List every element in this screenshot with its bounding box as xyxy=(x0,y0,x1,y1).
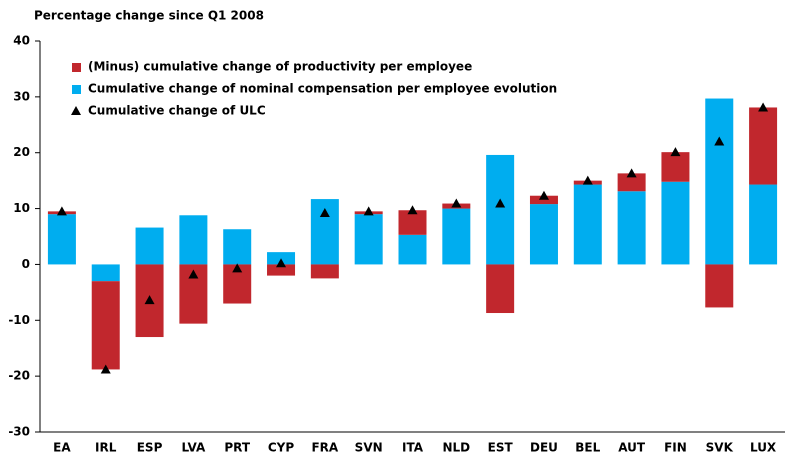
x-tick-label: LVA xyxy=(181,441,205,455)
x-tick-label: FIN xyxy=(664,441,687,455)
bar-segment xyxy=(617,173,646,192)
bar-segment xyxy=(529,195,558,205)
x-tick-label: LUX xyxy=(750,441,777,455)
y-tick-label: 20 xyxy=(13,145,30,159)
bar-segment xyxy=(310,264,339,279)
triangle-marker xyxy=(319,208,330,218)
triangle-marker xyxy=(714,136,725,146)
bar-segment xyxy=(661,181,690,265)
legend-marker xyxy=(71,106,81,115)
bar-segment xyxy=(573,184,602,265)
bar-segment xyxy=(486,154,515,265)
x-tick-label: BEL xyxy=(575,441,600,455)
triangle-marker xyxy=(582,175,593,185)
x-tick-label: ITA xyxy=(402,441,424,455)
triangle-marker xyxy=(451,198,462,208)
y-tick-label: 10 xyxy=(13,201,30,215)
bar-segment xyxy=(617,191,646,265)
bar-segment xyxy=(267,252,296,265)
bar-segment xyxy=(267,264,296,276)
triangle-marker xyxy=(407,205,418,215)
triangle-marker xyxy=(100,364,111,374)
bar-segment xyxy=(705,264,734,308)
x-tick-label: NLD xyxy=(442,441,470,455)
x-tick-label: IRL xyxy=(95,441,117,455)
x-tick-label: FRA xyxy=(311,441,338,455)
triangle-marker xyxy=(538,190,549,200)
x-tick-label: CYP xyxy=(268,441,294,455)
bar-segment xyxy=(749,107,778,185)
bar-segment xyxy=(47,214,76,265)
legend-label: Cumulative change of nominal compensatio… xyxy=(88,82,557,96)
bar-segment xyxy=(661,152,690,182)
bar-segment xyxy=(529,204,558,265)
x-tick-label: SVK xyxy=(706,441,734,455)
triangle-marker xyxy=(495,198,506,208)
bar-segment xyxy=(749,184,778,265)
x-tick-label: PRT xyxy=(224,441,250,455)
y-axis-title: Percentage change since Q1 2008 xyxy=(34,9,264,23)
x-tick-label: AUT xyxy=(618,441,646,455)
bar-segment xyxy=(398,210,427,235)
triangle-marker xyxy=(363,206,374,216)
bar-segment xyxy=(442,208,471,265)
triangle-marker xyxy=(56,206,67,216)
legend-label: Cumulative change of ULC xyxy=(88,104,266,118)
triangle-marker xyxy=(276,258,287,268)
x-tick-label: EST xyxy=(488,441,514,455)
bar-segment xyxy=(91,281,120,370)
y-tick-label: -20 xyxy=(8,369,30,383)
legend-label: (Minus) cumulative change of productivit… xyxy=(88,60,472,74)
bar-segment xyxy=(398,234,427,265)
bar-segment xyxy=(91,264,120,282)
bar-segment xyxy=(354,214,383,265)
legend-swatch xyxy=(72,85,81,94)
triangle-marker xyxy=(670,147,681,157)
triangle-marker xyxy=(758,102,769,112)
y-tick-label: 40 xyxy=(13,34,30,48)
bar-segment xyxy=(705,98,734,265)
triangle-marker xyxy=(144,295,155,305)
y-tick-label: 30 xyxy=(13,89,30,103)
y-tick-label: 0 xyxy=(22,257,30,271)
x-tick-label: EA xyxy=(53,441,71,455)
triangle-marker xyxy=(188,269,199,279)
bar-segment xyxy=(179,215,208,265)
bar-segment xyxy=(135,227,164,265)
x-tick-label: DEU xyxy=(530,441,558,455)
triangle-marker xyxy=(232,263,243,273)
y-tick-label: -30 xyxy=(8,425,30,439)
y-tick-label: -10 xyxy=(8,313,30,327)
bar-segment xyxy=(223,229,252,265)
triangle-marker xyxy=(626,168,637,178)
x-tick-label: SVN xyxy=(355,441,383,455)
x-tick-label: ESP xyxy=(137,441,163,455)
bar-segment xyxy=(486,264,515,314)
legend-swatch xyxy=(72,63,81,72)
